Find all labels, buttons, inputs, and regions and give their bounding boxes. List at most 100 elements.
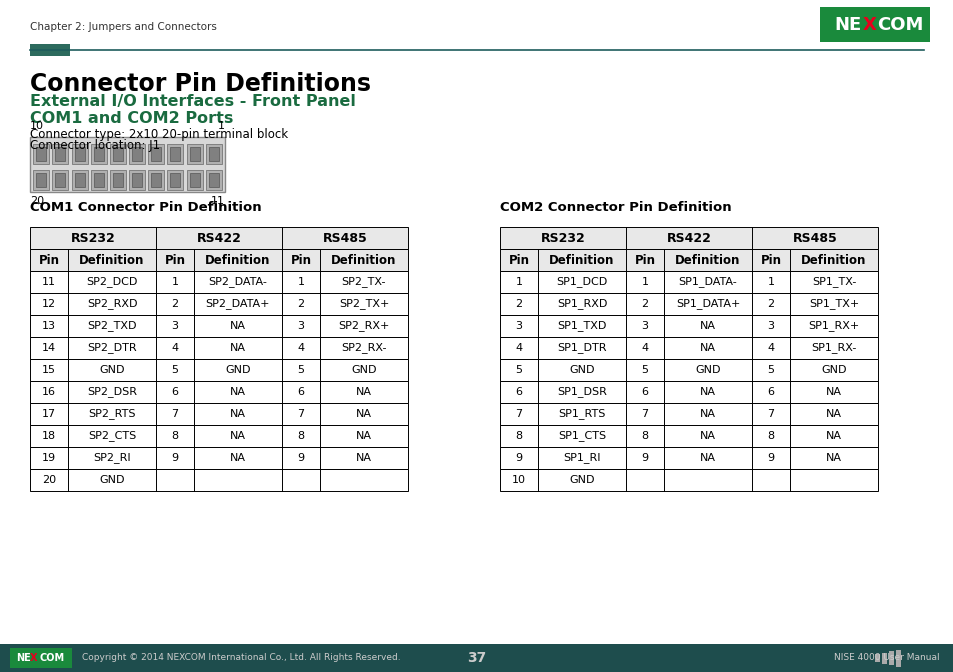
Text: COM1 and COM2 Ports: COM1 and COM2 Ports: [30, 111, 233, 126]
Text: X: X: [30, 653, 38, 663]
Text: GND: GND: [99, 475, 125, 485]
Bar: [93, 173, 104, 187]
Bar: [30, 315, 408, 337]
Text: SP1_RTS: SP1_RTS: [558, 409, 605, 419]
Bar: [55, 173, 66, 187]
Bar: [148, 144, 164, 163]
Text: 4: 4: [766, 343, 774, 353]
Text: 7: 7: [766, 409, 774, 419]
Bar: [499, 227, 877, 249]
Bar: [499, 403, 877, 425]
Bar: [132, 146, 142, 161]
Text: 4: 4: [297, 343, 304, 353]
Text: 18: 18: [42, 431, 56, 441]
Bar: [499, 359, 877, 381]
Text: SP1_DCD: SP1_DCD: [556, 277, 607, 288]
Text: NISE 4000 User Manual: NISE 4000 User Manual: [834, 653, 939, 663]
Bar: [129, 170, 145, 190]
Bar: [190, 146, 199, 161]
Text: COM: COM: [39, 653, 65, 663]
Bar: [190, 173, 199, 187]
Text: NE: NE: [834, 15, 861, 34]
Text: COM2 Connector Pin Definition: COM2 Connector Pin Definition: [499, 201, 731, 214]
Text: NA: NA: [230, 387, 246, 397]
Bar: [171, 146, 180, 161]
Text: RS232: RS232: [540, 231, 585, 245]
Bar: [30, 403, 408, 425]
Text: 1: 1: [767, 277, 774, 287]
Text: SP2_RI: SP2_RI: [93, 452, 131, 464]
Text: 6: 6: [515, 387, 522, 397]
Text: NA: NA: [700, 343, 716, 353]
Text: 8: 8: [515, 431, 522, 441]
Text: 4: 4: [640, 343, 648, 353]
Bar: [112, 146, 123, 161]
Text: Definition: Definition: [205, 253, 271, 267]
Text: Definition: Definition: [331, 253, 396, 267]
Text: NA: NA: [700, 387, 716, 397]
Text: Connector location: J1: Connector location: J1: [30, 139, 160, 152]
Bar: [187, 144, 202, 163]
Bar: [152, 173, 161, 187]
Text: SP2_TX+: SP2_TX+: [338, 298, 389, 309]
Text: GND: GND: [569, 365, 594, 375]
Text: RS232: RS232: [71, 231, 115, 245]
Bar: [91, 170, 107, 190]
Bar: [499, 249, 877, 271]
Text: SP2_DATA+: SP2_DATA+: [206, 298, 270, 309]
Text: 12: 12: [42, 299, 56, 309]
Text: 14: 14: [42, 343, 56, 353]
Text: 6: 6: [640, 387, 648, 397]
Text: 1: 1: [297, 277, 304, 287]
Bar: [30, 271, 408, 293]
Text: 5: 5: [640, 365, 648, 375]
Text: SP2_RXD: SP2_RXD: [87, 298, 137, 309]
Text: Chapter 2: Jumpers and Connectors: Chapter 2: Jumpers and Connectors: [30, 22, 216, 32]
Text: 7: 7: [515, 409, 522, 419]
Text: SP2_TX-: SP2_TX-: [341, 277, 386, 288]
Bar: [33, 144, 50, 163]
Text: SP2_DSR: SP2_DSR: [87, 386, 137, 397]
Text: 8: 8: [766, 431, 774, 441]
Text: 2: 2: [515, 299, 522, 309]
Text: 20: 20: [30, 196, 44, 206]
Text: NA: NA: [825, 409, 841, 419]
Bar: [148, 170, 164, 190]
Text: Connector type: 2x10 20-pin terminal block: Connector type: 2x10 20-pin terminal blo…: [30, 128, 288, 141]
Text: 3: 3: [297, 321, 304, 331]
Text: 5: 5: [767, 365, 774, 375]
Bar: [888, 651, 893, 665]
Bar: [499, 469, 877, 491]
Text: Pin: Pin: [38, 253, 59, 267]
Text: RS485: RS485: [322, 231, 367, 245]
Text: SP1_RI: SP1_RI: [562, 452, 600, 464]
Bar: [30, 44, 70, 56]
Text: 13: 13: [42, 321, 56, 331]
Bar: [129, 144, 145, 163]
Text: SP1_DTR: SP1_DTR: [557, 343, 606, 353]
Bar: [152, 146, 161, 161]
Bar: [171, 173, 180, 187]
Text: 6: 6: [767, 387, 774, 397]
Bar: [30, 359, 408, 381]
Bar: [132, 173, 142, 187]
Text: 7: 7: [172, 409, 178, 419]
Text: GND: GND: [225, 365, 251, 375]
Text: 8: 8: [640, 431, 648, 441]
Text: NA: NA: [230, 409, 246, 419]
Text: GND: GND: [99, 365, 125, 375]
Text: Definition: Definition: [79, 253, 145, 267]
Text: 10: 10: [512, 475, 525, 485]
Bar: [91, 144, 107, 163]
Text: 2: 2: [172, 299, 178, 309]
Text: SP1_RX+: SP1_RX+: [807, 321, 859, 331]
Bar: [499, 293, 877, 315]
Text: NA: NA: [230, 453, 246, 463]
Bar: [168, 144, 183, 163]
Bar: [33, 170, 50, 190]
Text: 20: 20: [42, 475, 56, 485]
Text: SP2_RTS: SP2_RTS: [89, 409, 135, 419]
Bar: [168, 170, 183, 190]
Bar: [206, 170, 222, 190]
Text: 5: 5: [515, 365, 522, 375]
